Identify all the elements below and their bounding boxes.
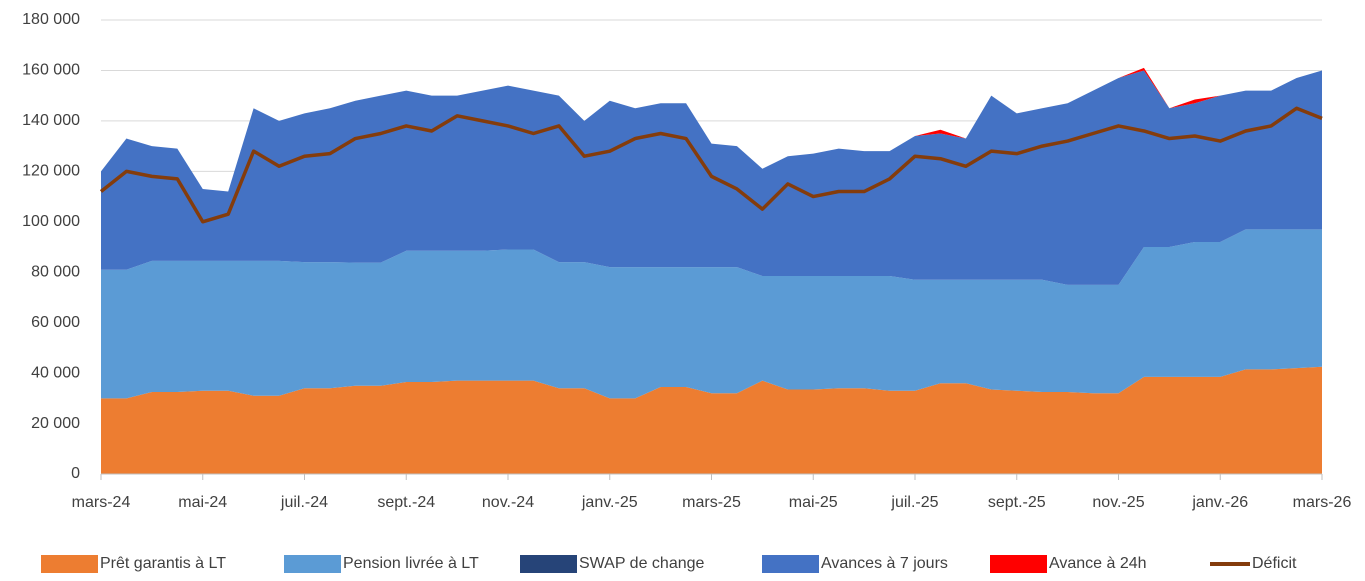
y-tick-label: 80 000 [31, 263, 80, 280]
y-tick-label: 20 000 [31, 415, 80, 432]
legend-swatch [41, 555, 98, 573]
x-tick-label: janv.-25 [581, 494, 638, 511]
legend-swatch [762, 555, 819, 573]
y-tick-label: 100 000 [22, 213, 80, 230]
x-tick-label: mai-25 [789, 494, 838, 511]
x-tick-label: nov.-24 [482, 494, 534, 511]
line [99, 106, 1323, 224]
y-tick-label: 40 000 [31, 364, 80, 381]
y-tick-label: 160 000 [22, 62, 80, 79]
y-tick-label: 120 000 [22, 163, 80, 180]
legend-swatch [284, 555, 341, 573]
x-tick-label: mars-24 [72, 494, 131, 511]
x-tick-label: mai-24 [178, 494, 227, 511]
legend-swatch [520, 555, 577, 573]
x-tick-label: juil.-24 [280, 494, 328, 511]
area [101, 229, 1322, 399]
x-tick-label: sept.-24 [377, 494, 435, 511]
y-tick-label: 180 000 [22, 11, 80, 28]
x-tick-label: mars-25 [682, 494, 741, 511]
legend-label: Pension livrée à LT [343, 555, 479, 572]
x-tick-label: janv.-26 [1191, 494, 1248, 511]
x-tick-label: sept.-25 [988, 494, 1046, 511]
legend-label: Avances à 7 jours [821, 555, 948, 572]
legend-label: Prêt garantis à LT [100, 555, 226, 572]
x-tick-label: nov.-25 [1092, 494, 1144, 511]
legend-label: Déficit [1252, 555, 1297, 572]
legend-swatch [990, 555, 1047, 573]
y-tick-label: 0 [71, 465, 80, 482]
area [101, 366, 1322, 474]
legend-label: Avance à 24h [1049, 555, 1147, 572]
legend-label: SWAP de change [579, 555, 705, 572]
x-tick-label: juil.-25 [890, 494, 938, 511]
x-tick-label: mars-26 [1293, 494, 1352, 511]
y-tick-label: 60 000 [31, 314, 80, 331]
y-tick-label: 140 000 [22, 112, 80, 129]
